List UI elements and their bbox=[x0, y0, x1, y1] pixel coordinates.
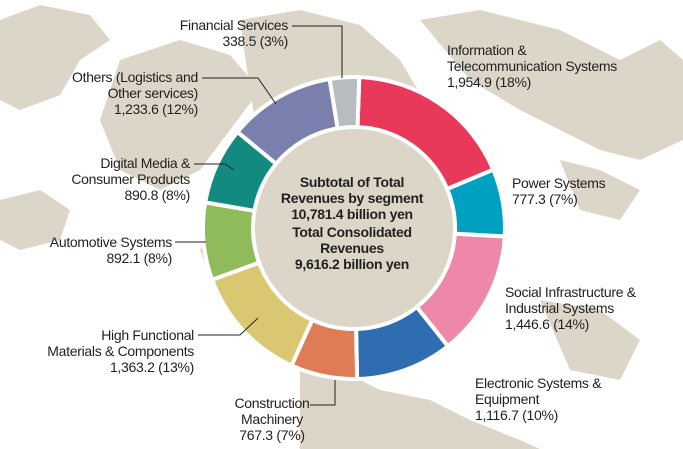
segment-label: Others (Logistics and Other services) bbox=[72, 69, 198, 101]
leader-line bbox=[202, 77, 277, 105]
segment bbox=[327, 75, 362, 131]
center-annotation: Total Consolidated Revenues 9,616.2 billio… bbox=[292, 224, 412, 272]
segment-label: Electronic Systems & Equipment bbox=[475, 375, 602, 407]
value-label: 892.1 (8%) bbox=[107, 250, 172, 266]
center-text: Subtotal of Total Revenues by segment 10,7… bbox=[281, 174, 424, 272]
segment-label: Information & Telecommunication Systems bbox=[447, 42, 617, 74]
segment-label: Social Infrastructure & Industrial System… bbox=[505, 284, 637, 316]
value-label: 777.3 (7%) bbox=[512, 191, 577, 207]
value-label: 1,363.2 (13%) bbox=[110, 359, 194, 375]
segment-label: Construction Machinery bbox=[235, 395, 310, 427]
leader-line bbox=[194, 163, 235, 171]
segment-label: High Functional Materials & Components bbox=[47, 327, 194, 359]
segment-label: Financial Services bbox=[180, 17, 288, 33]
leader-line bbox=[198, 317, 259, 336]
segment-label: Power Systems bbox=[512, 175, 606, 191]
leader-line bbox=[292, 25, 343, 78]
segment-label: Automotive Systems bbox=[50, 234, 172, 250]
value-label: 1,954.9 (18%) bbox=[447, 74, 531, 90]
segment-label: Digital Media & Consumer Products bbox=[71, 155, 191, 187]
value-label: 767.3 (7%) bbox=[239, 427, 304, 443]
value-label: 1,446.6 (14%) bbox=[505, 316, 589, 332]
value-label: 1,233.6 (12%) bbox=[114, 101, 198, 117]
center-annotation: Subtotal of Total Revenues by segment 10,7… bbox=[281, 174, 424, 222]
value-label: 1,116.7 (10%) bbox=[475, 407, 558, 423]
value-label: 338.5 (3%) bbox=[223, 33, 288, 49]
leader-line bbox=[310, 380, 336, 406]
value-label: 890.8 (8%) bbox=[125, 187, 190, 203]
